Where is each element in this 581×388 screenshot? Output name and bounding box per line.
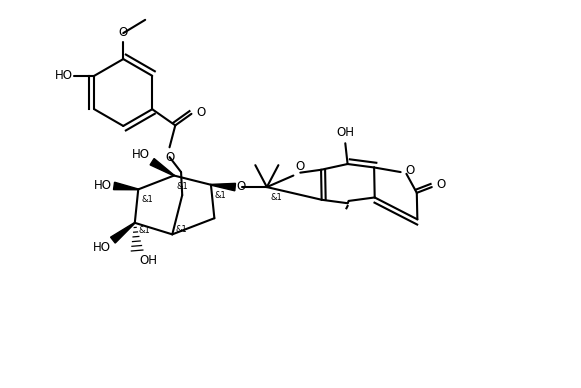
Text: HO: HO — [94, 179, 112, 192]
Text: O: O — [237, 180, 246, 193]
Polygon shape — [113, 182, 138, 190]
Text: &1: &1 — [138, 226, 150, 235]
Text: HO: HO — [92, 241, 110, 254]
Text: OH: OH — [139, 254, 157, 267]
Text: O: O — [406, 165, 414, 177]
Text: HO: HO — [132, 147, 150, 161]
Polygon shape — [150, 159, 174, 176]
Polygon shape — [211, 184, 235, 191]
Text: O: O — [196, 106, 206, 119]
Text: HO: HO — [55, 69, 73, 82]
Text: &1: &1 — [214, 191, 226, 199]
Text: O: O — [436, 178, 446, 191]
Polygon shape — [110, 223, 135, 243]
Text: O: O — [295, 160, 304, 173]
Text: &1: &1 — [176, 182, 188, 191]
Text: &1: &1 — [270, 193, 282, 202]
Text: OH: OH — [336, 126, 354, 139]
Text: &1: &1 — [142, 195, 153, 204]
Text: O: O — [165, 151, 174, 165]
Text: O: O — [119, 26, 128, 40]
Text: &1: &1 — [175, 225, 188, 234]
